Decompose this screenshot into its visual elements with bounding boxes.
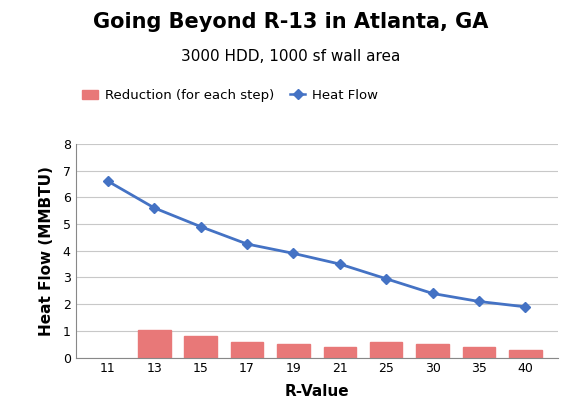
Bar xyxy=(509,350,541,358)
Bar xyxy=(185,336,217,358)
Bar xyxy=(231,342,263,358)
Legend: Reduction (for each step), Heat Flow: Reduction (for each step), Heat Flow xyxy=(82,89,378,102)
Bar xyxy=(370,342,403,358)
Text: 3000 HDD, 1000 sf wall area: 3000 HDD, 1000 sf wall area xyxy=(181,49,400,64)
Bar xyxy=(462,347,495,358)
Bar xyxy=(277,344,310,358)
Bar xyxy=(417,344,449,358)
Y-axis label: Heat Flow (MMBTU): Heat Flow (MMBTU) xyxy=(40,166,55,336)
X-axis label: R-Value: R-Value xyxy=(284,384,349,399)
Bar xyxy=(138,330,171,358)
Bar xyxy=(324,347,356,358)
Text: Going Beyond R-13 in Atlanta, GA: Going Beyond R-13 in Atlanta, GA xyxy=(93,12,488,32)
